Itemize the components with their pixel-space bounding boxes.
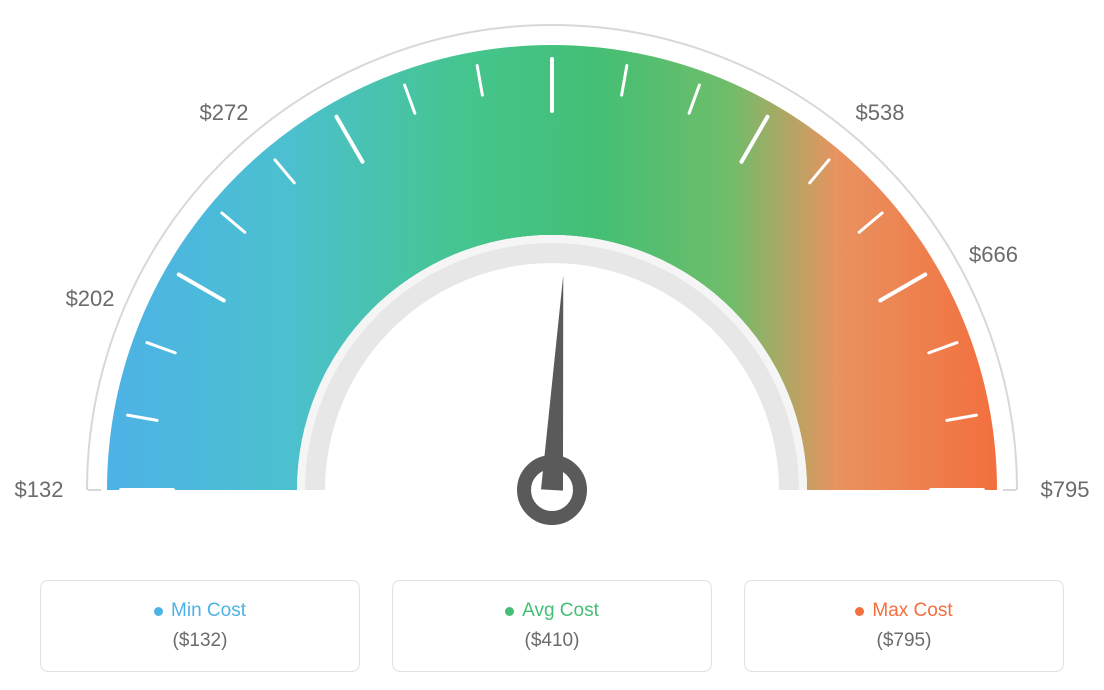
gauge-tick-label: $538 [856,100,905,126]
gauge-tick-label: $132 [15,477,64,503]
gauge-tick-label: $666 [969,242,1018,268]
legend-max-label: Max Cost [872,600,952,622]
legend-max: Max Cost ($795) [744,580,1064,672]
legend-avg: Avg Cost ($410) [392,580,712,672]
dot-icon [505,607,514,616]
legend-min-label: Min Cost [171,600,246,622]
gauge-tick-label: $202 [66,286,115,312]
legend-min-value: ($132) [173,630,228,652]
legend-row: Min Cost ($132) Avg Cost ($410) Max Cost… [0,580,1104,690]
legend-min-title: Min Cost [154,600,246,622]
legend-avg-label: Avg Cost [522,600,599,622]
legend-max-value: ($795) [877,630,932,652]
gauge-svg [0,0,1104,560]
legend-max-title: Max Cost [855,600,952,622]
gauge-tick-label: $410 [528,0,577,3]
legend-min: Min Cost ($132) [40,580,360,672]
dot-icon [855,607,864,616]
gauge-chart: $132 $202 $272 $410 $538 $666 $795 [0,0,1104,560]
gauge-tick-label: $795 [1041,477,1090,503]
legend-avg-value: ($410) [525,630,580,652]
legend-avg-title: Avg Cost [505,600,599,622]
dot-icon [154,607,163,616]
gauge-tick-label: $272 [199,100,248,126]
